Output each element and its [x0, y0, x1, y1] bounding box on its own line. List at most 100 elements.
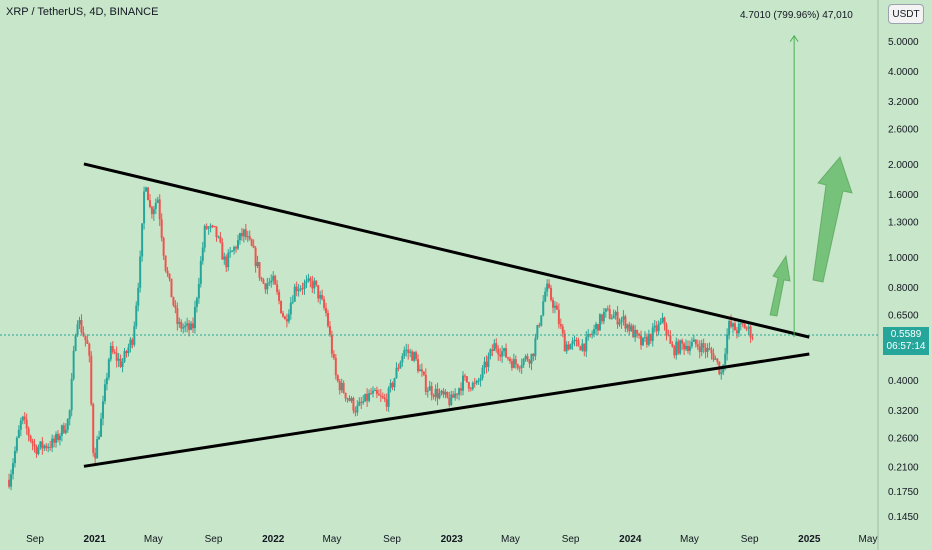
candle-body [616, 311, 619, 325]
x-tick-label: Sep [562, 534, 580, 545]
candle-body [573, 339, 576, 342]
y-tick-label: 2.6000 [888, 125, 919, 136]
candle-body [460, 388, 463, 391]
candle-body [557, 309, 560, 325]
candle-body [530, 353, 533, 364]
candle-body [638, 333, 641, 336]
currency-badge[interactable]: USDT [888, 4, 924, 24]
candle-body [675, 341, 678, 356]
candle-body [105, 377, 108, 385]
candle-body [325, 307, 328, 314]
y-tick-label: 2.0000 [888, 160, 919, 171]
candle-body [581, 343, 584, 351]
candle-body [13, 450, 16, 464]
candle-body [29, 435, 32, 441]
y-tick-label: 0.4000 [888, 376, 919, 387]
candle-body [649, 334, 652, 341]
candle-body [741, 323, 744, 325]
candle-body [550, 287, 553, 300]
candle-body [551, 299, 554, 308]
candle-body [219, 236, 222, 243]
candle-body [665, 324, 668, 335]
candle-body [692, 339, 695, 342]
candle-body [164, 255, 167, 271]
candle-body [524, 356, 527, 359]
candle-body [98, 436, 101, 440]
candle-body [215, 226, 218, 237]
candle-body [311, 281, 314, 289]
candle-body [223, 256, 226, 260]
candle-body [43, 445, 46, 449]
candle-body [317, 285, 320, 299]
candle-body [612, 315, 615, 319]
candle-body [614, 311, 617, 316]
candle-body [213, 225, 216, 227]
candle-body [610, 318, 613, 320]
candle-body [442, 390, 445, 395]
candle-body [694, 339, 697, 345]
candle-body [33, 443, 36, 447]
x-tick-label: May [859, 534, 878, 545]
candle-body [454, 393, 457, 398]
x-tick-label: 2022 [262, 534, 285, 545]
candle-body [505, 348, 508, 358]
candle-body [307, 278, 310, 281]
y-tick-label: 0.8000 [888, 283, 919, 294]
candle-body [669, 335, 672, 344]
candle-body [728, 321, 731, 335]
candle-body [624, 316, 627, 329]
x-tick-label: May [501, 534, 520, 545]
candle-body [622, 316, 625, 320]
candle-body [188, 323, 191, 330]
candle-body [647, 334, 650, 345]
candle-body [399, 362, 402, 369]
candle-body [76, 324, 79, 336]
candle-body [420, 369, 423, 372]
candle-body [370, 393, 373, 395]
candle-body [463, 375, 466, 377]
candle-body [512, 359, 515, 368]
candle-body [426, 390, 429, 392]
candle-body [260, 277, 263, 280]
candle-body [301, 288, 304, 290]
symbol-title[interactable]: XRP / TetherUS, 4D, BINANCE [6, 6, 159, 18]
candle-body [534, 338, 537, 357]
candle-body [536, 325, 539, 339]
candle-body [227, 252, 230, 268]
candle-body [74, 335, 77, 351]
candle-body [493, 343, 496, 351]
candle-body [569, 344, 572, 350]
candle-body [115, 352, 118, 361]
candle-body [332, 353, 335, 358]
candle-body [207, 227, 210, 229]
candle-body [254, 247, 257, 267]
candle-body [477, 380, 480, 382]
candle-body [628, 324, 631, 332]
candle-body [671, 343, 674, 347]
candle-body [150, 206, 153, 215]
candle-body [256, 262, 259, 267]
candle-body [735, 330, 738, 334]
candle-body [291, 301, 294, 303]
candle-body [434, 388, 437, 397]
candle-body [72, 350, 75, 379]
candle-body [143, 191, 146, 224]
candle-body [532, 353, 535, 357]
candle-body [712, 353, 715, 360]
candle-body [27, 428, 30, 436]
candle-body [440, 390, 443, 394]
candle-body [84, 336, 87, 341]
candle-body [11, 463, 14, 475]
candle-body [238, 233, 241, 241]
candle-body [520, 364, 523, 368]
candle-body [17, 429, 20, 438]
candle-body [387, 388, 390, 407]
candle-body [166, 270, 169, 274]
candle-body [336, 375, 339, 382]
candle-body [323, 299, 326, 308]
candle-body [618, 322, 621, 325]
candle-body [299, 288, 302, 290]
candle-body [401, 355, 404, 363]
